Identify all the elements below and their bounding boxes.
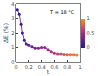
- svg-text:0.2: 0.2: [25, 64, 33, 70]
- svg-text:2: 2: [11, 30, 14, 36]
- svg-text:t: t: [47, 68, 50, 75]
- svg-text:ΔE (%): ΔE (%): [2, 23, 9, 43]
- svg-text:1: 1: [11, 44, 14, 50]
- svg-text:1: 1: [87, 15, 90, 21]
- svg-text:0: 0: [87, 44, 90, 50]
- svg-text:0.5: 0.5: [87, 30, 95, 36]
- svg-text:4: 4: [11, 1, 14, 7]
- svg-text:1: 1: [78, 64, 81, 70]
- svg-text:0: 0: [14, 64, 17, 70]
- svg-text:0.8: 0.8: [63, 64, 71, 70]
- svg-text:0.4: 0.4: [38, 64, 46, 70]
- svg-text:0: 0: [11, 59, 14, 65]
- svg-text:0.6: 0.6: [50, 64, 58, 70]
- svg-text:3: 3: [11, 15, 14, 21]
- svg-text:T = 18 °C: T = 18 °C: [49, 9, 75, 15]
